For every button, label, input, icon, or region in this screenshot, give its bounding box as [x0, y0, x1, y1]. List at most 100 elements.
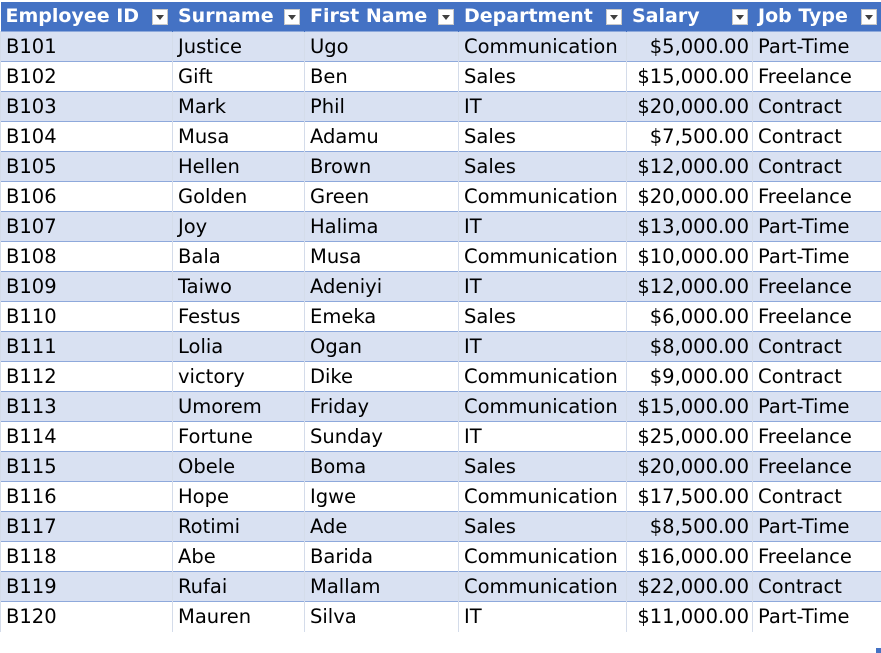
- cell-salary[interactable]: $11,000.00: [626, 601, 753, 632]
- cell-salary[interactable]: $10,000.00: [626, 241, 753, 272]
- cell-salary[interactable]: $22,000.00: [626, 571, 753, 602]
- cell-surname[interactable]: Fortune: [172, 421, 305, 452]
- cell-department[interactable]: Sales: [458, 151, 627, 182]
- cell-surname[interactable]: Festus: [172, 301, 305, 332]
- cell-employee-id[interactable]: B113: [0, 391, 173, 422]
- cell-surname[interactable]: Hellen: [172, 151, 305, 182]
- cell-first-name[interactable]: Phil: [304, 91, 459, 122]
- cell-department[interactable]: Sales: [458, 301, 627, 332]
- cell-first-name[interactable]: Green: [304, 181, 459, 212]
- cell-department[interactable]: IT: [458, 331, 627, 362]
- cell-first-name[interactable]: Friday: [304, 391, 459, 422]
- cell-job-type[interactable]: Contract: [752, 91, 881, 122]
- cell-first-name[interactable]: Dike: [304, 361, 459, 392]
- cell-employee-id[interactable]: B116: [0, 481, 173, 512]
- filter-dropdown-icon[interactable]: [284, 9, 300, 25]
- cell-employee-id[interactable]: B117: [0, 511, 173, 542]
- column-header-first-name[interactable]: First Name: [304, 2, 459, 32]
- cell-department[interactable]: Communication: [458, 241, 627, 272]
- cell-department[interactable]: Communication: [458, 541, 627, 572]
- cell-surname[interactable]: Abe: [172, 541, 305, 572]
- cell-surname[interactable]: Mauren: [172, 601, 305, 632]
- cell-first-name[interactable]: Igwe: [304, 481, 459, 512]
- cell-surname[interactable]: Justice: [172, 31, 305, 62]
- cell-department[interactable]: Communication: [458, 571, 627, 602]
- cell-job-type[interactable]: Contract: [752, 481, 881, 512]
- cell-department[interactable]: IT: [458, 601, 627, 632]
- cell-job-type[interactable]: Part-Time: [752, 31, 881, 62]
- cell-employee-id[interactable]: B107: [0, 211, 173, 242]
- cell-department[interactable]: Sales: [458, 451, 627, 482]
- cell-first-name[interactable]: Barida: [304, 541, 459, 572]
- cell-job-type[interactable]: Contract: [752, 331, 881, 362]
- cell-first-name[interactable]: Ogan: [304, 331, 459, 362]
- cell-department[interactable]: IT: [458, 211, 627, 242]
- cell-employee-id[interactable]: B108: [0, 241, 173, 272]
- cell-department[interactable]: Sales: [458, 511, 627, 542]
- cell-department[interactable]: Communication: [458, 181, 627, 212]
- cell-job-type[interactable]: Part-Time: [752, 241, 881, 272]
- filter-dropdown-icon[interactable]: [152, 9, 168, 25]
- cell-employee-id[interactable]: B111: [0, 331, 173, 362]
- cell-surname[interactable]: Obele: [172, 451, 305, 482]
- filter-dropdown-icon[interactable]: [732, 9, 748, 25]
- cell-surname[interactable]: Umorem: [172, 391, 305, 422]
- cell-salary[interactable]: $6,000.00: [626, 301, 753, 332]
- cell-department[interactable]: IT: [458, 421, 627, 452]
- column-header-department[interactable]: Department: [458, 2, 627, 32]
- cell-first-name[interactable]: Ugo: [304, 31, 459, 62]
- cell-salary[interactable]: $12,000.00: [626, 271, 753, 302]
- filter-dropdown-icon[interactable]: [438, 9, 454, 25]
- cell-salary[interactable]: $20,000.00: [626, 451, 753, 482]
- cell-employee-id[interactable]: B115: [0, 451, 173, 482]
- cell-salary[interactable]: $15,000.00: [626, 61, 753, 92]
- cell-salary[interactable]: $20,000.00: [626, 181, 753, 212]
- cell-salary[interactable]: $15,000.00: [626, 391, 753, 422]
- cell-department[interactable]: Communication: [458, 391, 627, 422]
- cell-job-type[interactable]: Freelance: [752, 421, 881, 452]
- cell-surname[interactable]: Joy: [172, 211, 305, 242]
- cell-department[interactable]: Sales: [458, 121, 627, 152]
- cell-surname[interactable]: Golden: [172, 181, 305, 212]
- cell-first-name[interactable]: Silva: [304, 601, 459, 632]
- cell-job-type[interactable]: Freelance: [752, 301, 881, 332]
- cell-job-type[interactable]: Freelance: [752, 451, 881, 482]
- cell-first-name[interactable]: Mallam: [304, 571, 459, 602]
- cell-employee-id[interactable]: B112: [0, 361, 173, 392]
- cell-employee-id[interactable]: B120: [0, 601, 173, 632]
- cell-job-type[interactable]: Part-Time: [752, 391, 881, 422]
- cell-surname[interactable]: Rufai: [172, 571, 305, 602]
- cell-department[interactable]: IT: [458, 91, 627, 122]
- cell-surname[interactable]: Hope: [172, 481, 305, 512]
- cell-surname[interactable]: Bala: [172, 241, 305, 272]
- cell-job-type[interactable]: Freelance: [752, 181, 881, 212]
- column-header-salary[interactable]: Salary: [626, 2, 753, 32]
- cell-employee-id[interactable]: B102: [0, 61, 173, 92]
- column-header-job-type[interactable]: Job Type: [752, 2, 881, 32]
- cell-job-type[interactable]: Contract: [752, 121, 881, 152]
- cell-employee-id[interactable]: B109: [0, 271, 173, 302]
- cell-surname[interactable]: Gift: [172, 61, 305, 92]
- cell-first-name[interactable]: Ade: [304, 511, 459, 542]
- cell-first-name[interactable]: Adamu: [304, 121, 459, 152]
- cell-employee-id[interactable]: B104: [0, 121, 173, 152]
- cell-surname[interactable]: Mark: [172, 91, 305, 122]
- cell-employee-id[interactable]: B119: [0, 571, 173, 602]
- cell-job-type[interactable]: Part-Time: [752, 601, 881, 632]
- cell-salary[interactable]: $8,500.00: [626, 511, 753, 542]
- cell-surname[interactable]: victory: [172, 361, 305, 392]
- cell-first-name[interactable]: Boma: [304, 451, 459, 482]
- cell-job-type[interactable]: Contract: [752, 151, 881, 182]
- cell-job-type[interactable]: Contract: [752, 361, 881, 392]
- cell-department[interactable]: Communication: [458, 361, 627, 392]
- cell-surname[interactable]: Taiwo: [172, 271, 305, 302]
- filter-dropdown-icon[interactable]: [861, 9, 877, 25]
- column-header-employee-id[interactable]: Employee ID: [0, 2, 173, 32]
- cell-salary[interactable]: $16,000.00: [626, 541, 753, 572]
- cell-department[interactable]: IT: [458, 271, 627, 302]
- cell-job-type[interactable]: Freelance: [752, 271, 881, 302]
- cell-salary[interactable]: $25,000.00: [626, 421, 753, 452]
- cell-salary[interactable]: $9,000.00: [626, 361, 753, 392]
- cell-first-name[interactable]: Halima: [304, 211, 459, 242]
- cell-job-type[interactable]: Part-Time: [752, 511, 881, 542]
